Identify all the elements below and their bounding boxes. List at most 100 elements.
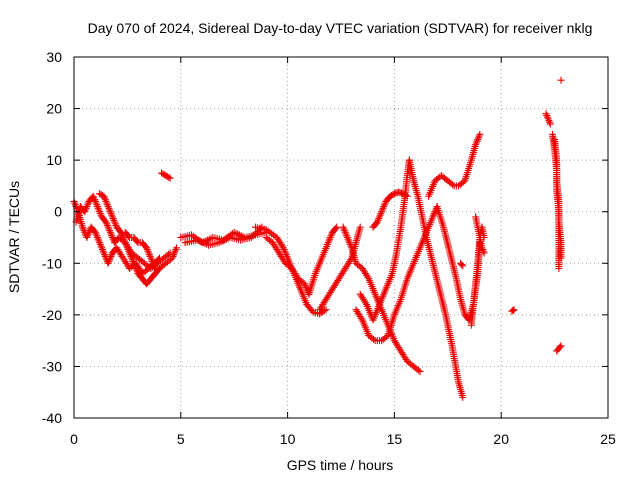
data-point (124, 246, 132, 254)
data-point (94, 204, 102, 212)
data-point (264, 227, 272, 235)
data-point (107, 252, 115, 260)
data-point (143, 244, 151, 252)
data-point (110, 216, 118, 224)
data-point (111, 218, 119, 226)
data-point (98, 246, 106, 254)
data-point (144, 247, 152, 255)
data-point (328, 230, 336, 238)
data-point (403, 192, 411, 200)
data-point (379, 204, 387, 212)
data-point (104, 203, 112, 211)
data-point (372, 219, 380, 227)
data-point (170, 249, 178, 257)
data-point (509, 306, 517, 314)
data-point (102, 197, 110, 205)
data-point (342, 230, 350, 238)
series-trace-a (70, 197, 163, 278)
data-point (356, 223, 364, 231)
data-point (133, 237, 141, 245)
x-tick-label: 25 (600, 431, 616, 447)
plot-frame (73, 56, 609, 419)
data-point (269, 231, 277, 239)
data-point (123, 244, 131, 252)
data-point (84, 230, 92, 238)
data-point (247, 234, 255, 241)
y-tick-label: 10 (46, 152, 62, 168)
y-tick-label: -20 (42, 307, 62, 323)
series-trace-y (551, 136, 565, 262)
data-point (106, 228, 114, 236)
data-point (131, 261, 139, 269)
data-point (171, 247, 179, 255)
data-point (378, 208, 386, 216)
data-point (103, 220, 111, 228)
data-point (325, 237, 333, 245)
data-point (106, 227, 114, 235)
data-point (282, 251, 290, 259)
data-point (197, 238, 205, 246)
series-trace-t (472, 213, 488, 257)
data-point (370, 335, 378, 343)
data-point (430, 211, 438, 219)
data-point (145, 249, 153, 257)
data-point (129, 258, 137, 266)
data-point (93, 201, 101, 209)
data-point (96, 208, 104, 216)
data-point (106, 208, 114, 216)
data-point (301, 280, 309, 288)
data-point (97, 211, 105, 219)
data-point (194, 236, 202, 244)
data-point (108, 234, 116, 241)
data-point (187, 231, 195, 239)
series-trace-v (508, 306, 518, 315)
series-trace-w (542, 110, 554, 128)
data-point (341, 228, 349, 236)
data-point (326, 234, 334, 241)
data-point (121, 239, 129, 247)
data-point (543, 113, 551, 121)
data-point (92, 230, 100, 238)
data-point (89, 192, 97, 200)
data-point (205, 235, 213, 243)
data-point (364, 273, 372, 281)
data-point (543, 111, 551, 119)
series-trace-o (369, 188, 411, 231)
y-tick-label: -40 (42, 410, 62, 426)
data-point (346, 240, 354, 248)
x-tick-label: 20 (493, 431, 509, 447)
data-point (81, 208, 89, 216)
data-point (449, 181, 457, 189)
data-point (99, 247, 107, 255)
data-point (98, 244, 106, 252)
data-point (101, 196, 109, 204)
x-tick-label: 15 (387, 431, 403, 447)
data-point (343, 232, 351, 240)
x-tick-label: 5 (177, 431, 185, 447)
x-axis-label: GPS time / hours (287, 457, 394, 473)
data-point (81, 206, 89, 214)
data-point (151, 264, 159, 272)
data-point (91, 228, 99, 236)
data-point (344, 235, 352, 243)
data-point (378, 206, 386, 214)
data-point (105, 225, 113, 233)
data-point (100, 192, 108, 200)
data-point (262, 226, 270, 234)
data-point (281, 247, 289, 255)
data-point (375, 213, 383, 221)
data-point (169, 252, 177, 260)
y-tick-label: 20 (46, 101, 62, 117)
data-point (473, 137, 481, 145)
data-point (103, 201, 111, 209)
data-point (459, 393, 467, 401)
data-point (326, 235, 334, 243)
y-tick-label: -30 (42, 358, 62, 374)
data-point (102, 218, 110, 226)
data-point (199, 239, 207, 247)
data-point (475, 132, 483, 140)
data-point (474, 134, 482, 142)
data-point (480, 249, 488, 257)
data-point (91, 197, 99, 205)
